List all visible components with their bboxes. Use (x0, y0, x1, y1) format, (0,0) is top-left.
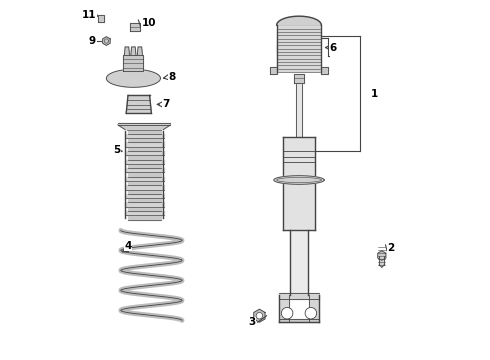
Polygon shape (277, 55, 321, 59)
Text: 5: 5 (114, 145, 121, 156)
Polygon shape (296, 83, 301, 137)
Polygon shape (378, 251, 386, 260)
Polygon shape (103, 37, 110, 45)
Polygon shape (98, 15, 103, 22)
Polygon shape (125, 194, 164, 198)
Circle shape (256, 312, 263, 319)
Polygon shape (309, 295, 319, 322)
Polygon shape (278, 69, 320, 72)
Polygon shape (127, 138, 161, 143)
Polygon shape (125, 185, 164, 190)
Polygon shape (126, 95, 151, 113)
Text: 7: 7 (162, 99, 170, 109)
Polygon shape (125, 151, 164, 155)
Polygon shape (278, 22, 320, 25)
Polygon shape (277, 49, 321, 52)
Polygon shape (125, 168, 164, 172)
Polygon shape (127, 181, 161, 185)
Polygon shape (277, 28, 320, 32)
Polygon shape (130, 23, 140, 31)
Text: 2: 2 (387, 243, 394, 253)
Polygon shape (277, 45, 321, 49)
Polygon shape (127, 147, 161, 151)
Polygon shape (279, 295, 289, 322)
Polygon shape (283, 137, 315, 230)
Polygon shape (277, 59, 320, 62)
Polygon shape (125, 134, 164, 138)
Polygon shape (277, 52, 321, 55)
Polygon shape (118, 125, 171, 130)
Polygon shape (379, 265, 384, 267)
Text: 4: 4 (124, 240, 132, 251)
Polygon shape (279, 293, 319, 299)
Polygon shape (277, 62, 320, 65)
Polygon shape (277, 32, 320, 35)
Polygon shape (127, 155, 161, 159)
Polygon shape (125, 159, 164, 164)
Polygon shape (277, 42, 321, 45)
Text: 9: 9 (88, 36, 96, 46)
Text: 1: 1 (371, 89, 378, 99)
Polygon shape (254, 309, 265, 322)
Text: 6: 6 (330, 42, 337, 53)
Polygon shape (278, 65, 320, 69)
Polygon shape (278, 25, 320, 28)
Text: 10: 10 (142, 18, 156, 28)
Polygon shape (123, 55, 144, 71)
Polygon shape (118, 123, 171, 125)
Polygon shape (125, 211, 164, 215)
Polygon shape (125, 177, 164, 181)
Polygon shape (124, 47, 129, 55)
Polygon shape (127, 130, 161, 134)
Polygon shape (274, 176, 324, 184)
Polygon shape (277, 39, 321, 42)
Polygon shape (277, 35, 321, 39)
Polygon shape (125, 202, 164, 207)
Polygon shape (279, 319, 319, 322)
Polygon shape (131, 47, 136, 55)
Polygon shape (270, 67, 277, 74)
Text: 11: 11 (82, 10, 97, 20)
Polygon shape (290, 230, 308, 295)
Circle shape (281, 307, 293, 319)
Polygon shape (127, 190, 161, 194)
Polygon shape (137, 47, 143, 55)
Polygon shape (277, 16, 321, 25)
Text: 3: 3 (248, 317, 256, 327)
Polygon shape (127, 172, 161, 177)
Polygon shape (294, 74, 304, 83)
Polygon shape (321, 67, 328, 74)
Polygon shape (106, 69, 160, 87)
Polygon shape (379, 256, 384, 265)
Circle shape (305, 307, 317, 319)
Polygon shape (127, 207, 161, 211)
Polygon shape (125, 143, 164, 147)
Polygon shape (127, 198, 161, 202)
Polygon shape (127, 164, 161, 168)
Polygon shape (127, 215, 161, 220)
Text: 8: 8 (168, 72, 175, 82)
